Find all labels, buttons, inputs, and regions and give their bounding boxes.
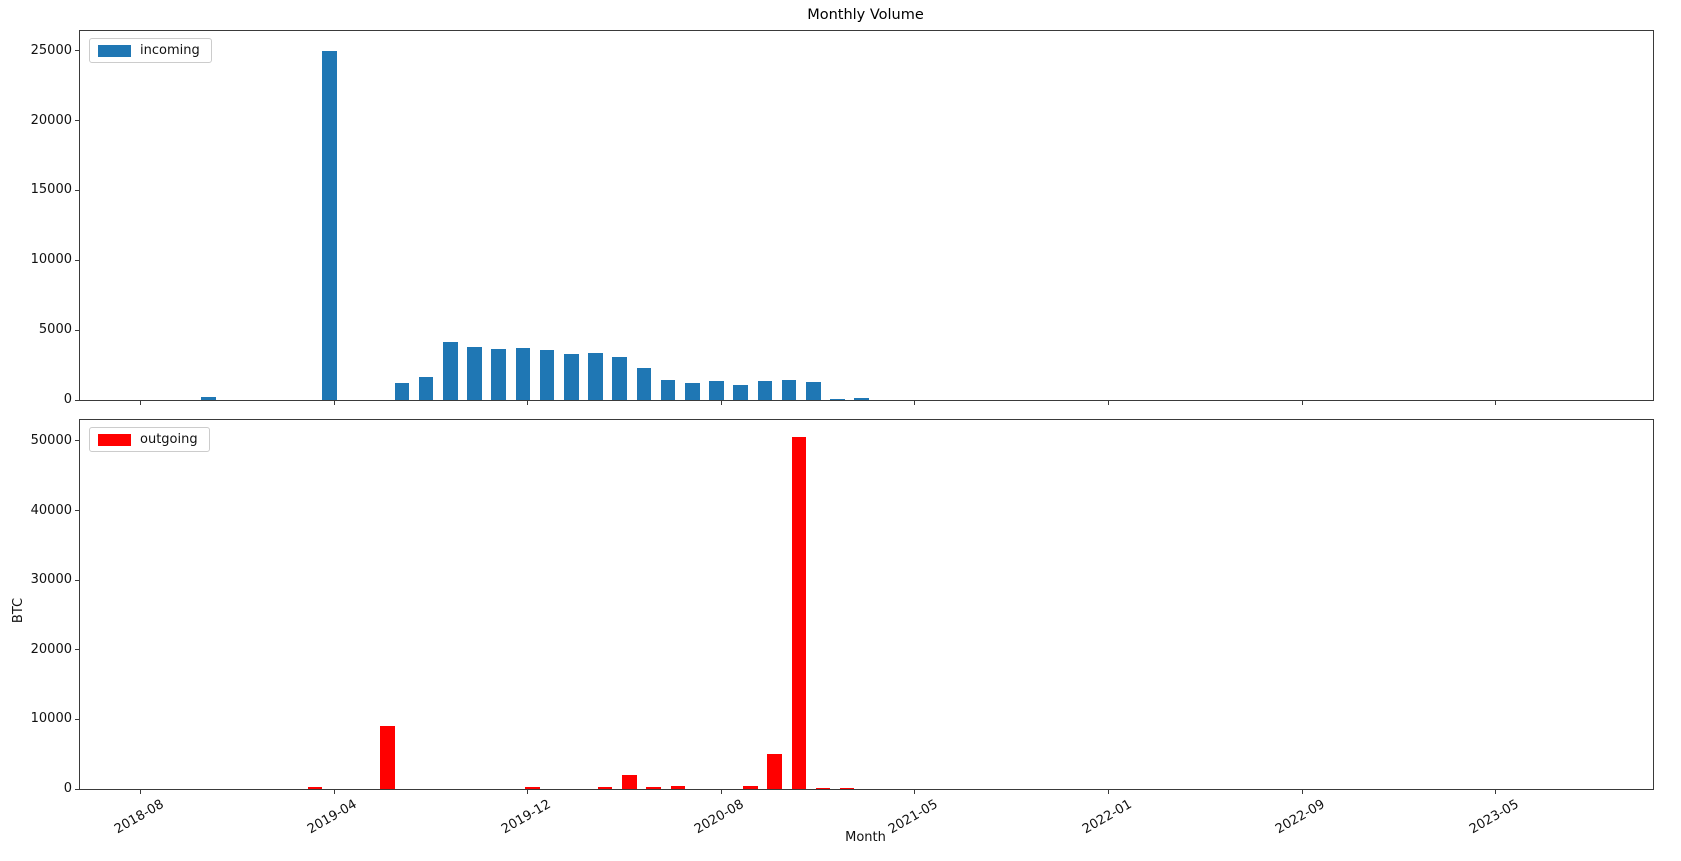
y-tick-label: 50000: [30, 432, 72, 448]
legend-swatch-incoming-icon: [98, 44, 131, 57]
x-tick-label: 2023-05: [1466, 797, 1522, 838]
x-tick-mark: [1108, 790, 1109, 794]
bar-incoming-2020-08: [709, 381, 724, 400]
y-tick-label: 30000: [30, 572, 72, 588]
y-tick-mark: [75, 649, 79, 651]
x-tick-mark: [1108, 401, 1109, 405]
x-tick-mark: [1301, 401, 1303, 405]
bar-outgoing-2021-01: [839, 787, 855, 789]
y-tick-label: 15000: [30, 182, 72, 198]
y-tick-label: 10000: [30, 252, 72, 268]
y-tick-mark: [75, 510, 79, 511]
x-tick-label: 2022-09: [1273, 797, 1328, 838]
bar-outgoing-2020-11: [791, 436, 806, 789]
x-tick-label: 2021-05: [885, 797, 941, 838]
x-tick-label: 2020-08: [692, 797, 747, 838]
bar-outgoing-2019-06: [380, 726, 395, 789]
axes-incoming: incoming 0 5000 10000 15000 20000 25000: [31, 30, 1654, 407]
bar-outgoing-2020-12: [815, 787, 831, 789]
bar-incoming-2020-11: [781, 380, 797, 400]
x-tick-mark: [527, 790, 529, 794]
bar-incoming-2020-09: [733, 385, 748, 400]
x-tick-label: 2019-12: [498, 797, 554, 838]
bar-incoming-2019-10: [467, 346, 482, 400]
x-tick-label: 2018-08: [111, 797, 166, 838]
y-tick-label: 40000: [30, 502, 72, 518]
bar-incoming-2020-01: [539, 349, 555, 400]
bar-incoming-2019-12: [515, 347, 531, 400]
x-tick-mark: [1495, 790, 1497, 794]
x-tick-mark: [140, 401, 141, 405]
bar-outgoing-2020-06: [670, 785, 685, 789]
bar-incoming-2021-02: [854, 397, 869, 400]
x-tick-mark: [333, 401, 335, 405]
x-tick-mark: [1301, 790, 1303, 794]
legend-label-outgoing: outgoing: [140, 432, 198, 447]
x-axis-label-month: Month: [845, 830, 886, 845]
bar-outgoing-2020-10: [767, 754, 782, 789]
plot-area-outgoing: [80, 420, 1653, 789]
bar-incoming-2021-01: [830, 398, 845, 400]
bar-incoming-2020-12: [806, 381, 821, 400]
y-tick-label: 0: [63, 781, 72, 796]
bar-incoming-2019-07: [394, 383, 410, 400]
bar-incoming-2020-10: [757, 381, 773, 400]
axes-outgoing: outgoing 0 10000 20000 30000 40000 50000 2018-…: [31, 419, 1654, 837]
x-tick-label: 2022-01: [1079, 797, 1134, 838]
bar-outgoing-2020-04: [622, 775, 637, 789]
y-tick-mark: [75, 579, 79, 581]
y-tick-mark: [75, 788, 79, 790]
x-tick-mark: [720, 790, 722, 794]
bar-incoming-2018-11: [201, 396, 216, 400]
bar-incoming-2019-11: [491, 349, 506, 400]
bar-incoming-2020-03: [588, 352, 603, 400]
y-tick-label: 10000: [30, 711, 72, 727]
x-tick-mark: [1495, 401, 1497, 405]
bar-outgoing-2020-09: [743, 786, 758, 789]
x-tick-mark: [527, 401, 529, 405]
bar-incoming-2019-09: [443, 342, 458, 400]
x-tick-mark: [333, 790, 335, 794]
bar-outgoing-2020-05: [646, 787, 661, 789]
bar-incoming-2020-06: [660, 380, 676, 400]
y-tick-label: 0: [63, 392, 72, 407]
bar-incoming-2019-04: [322, 50, 337, 400]
bar-outgoing-2020-03: [597, 787, 613, 789]
bar-outgoing-2019-03: [307, 787, 322, 789]
y-tick-label: 20000: [30, 112, 72, 128]
legend-swatch-outgoing-icon: [98, 433, 131, 446]
x-tick-mark: [140, 790, 141, 794]
x-tick-label: 2019-04: [305, 797, 360, 838]
bar-incoming-2020-02: [564, 353, 579, 400]
bar-incoming-2020-07: [685, 383, 700, 400]
y-tick-label: 20000: [30, 641, 72, 657]
y-axis-label-btc: BTC: [11, 597, 27, 624]
legend-label-incoming: incoming: [140, 43, 200, 58]
y-tick-mark: [75, 259, 79, 261]
plot-area-incoming: [80, 31, 1653, 400]
x-tick-mark: [914, 790, 916, 794]
y-tick-label: 25000: [30, 42, 72, 58]
y-tick-mark: [75, 50, 79, 52]
x-tick-mark: [914, 401, 916, 405]
y-tick-label: 5000: [38, 322, 72, 338]
chart-title: Monthly Volume: [807, 7, 924, 23]
bar-incoming-2020-04: [612, 357, 627, 400]
legend-outgoing: outgoing: [89, 427, 210, 452]
y-tick-mark: [75, 718, 79, 720]
y-tick-mark: [75, 440, 79, 442]
y-tick-mark: [75, 329, 79, 331]
bar-outgoing-2019-12: [525, 786, 540, 789]
y-tick-mark: [75, 120, 79, 121]
legend-incoming: incoming: [89, 38, 212, 63]
bar-incoming-2019-08: [418, 376, 434, 400]
x-tick-mark: [720, 401, 722, 405]
bar-incoming-2020-05: [636, 367, 652, 400]
y-tick-mark: [75, 189, 79, 191]
y-tick-mark: [75, 399, 79, 401]
